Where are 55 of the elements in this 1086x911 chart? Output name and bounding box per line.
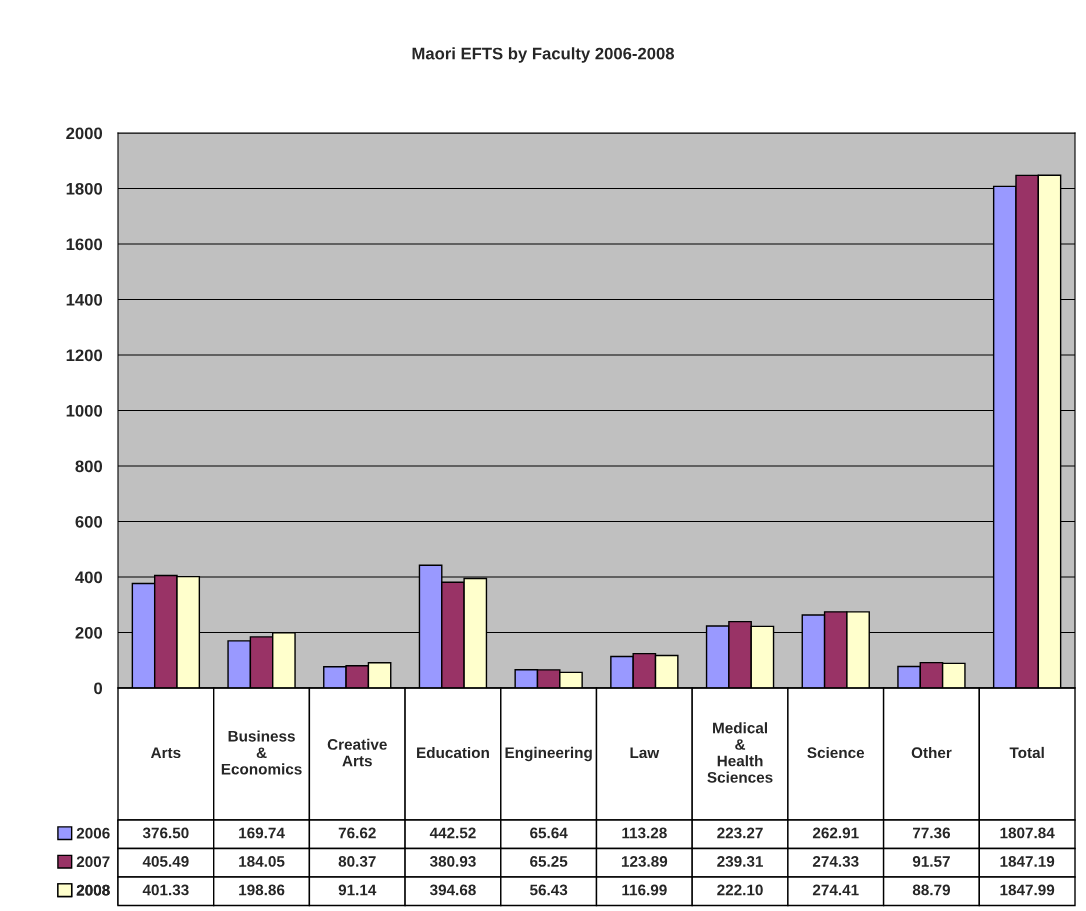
- data-label: 65.25: [530, 856, 568, 867]
- y-tick-label: 1600: [66, 238, 103, 251]
- x-tick-label: Business & Economics: [221, 730, 302, 775]
- x-tick-label: Law: [630, 747, 660, 759]
- x-tick-label: Total: [1009, 746, 1044, 759]
- data-label: 401.33: [142, 884, 189, 896]
- data-label: 113.28: [622, 827, 667, 839]
- y-tick-label: 0: [94, 682, 103, 695]
- data-label: 184.05: [239, 856, 285, 867]
- legend-label: 2006: [76, 827, 110, 839]
- data-label: 405.49: [142, 856, 189, 867]
- y-tick-label: 2000: [66, 127, 103, 140]
- y-tick-label: 1400: [66, 293, 103, 306]
- data-label: 88.79: [912, 884, 950, 896]
- x-tick-label: Science: [807, 746, 865, 759]
- data-label: 394.68: [429, 884, 476, 896]
- y-tick-label: 800: [75, 460, 103, 473]
- data-label: 65.64: [530, 827, 568, 839]
- legend-label: 2007: [76, 856, 110, 868]
- x-tick-label: Other: [911, 746, 952, 759]
- data-label: 198.86: [239, 884, 285, 896]
- x-tick-label: Education: [417, 746, 489, 759]
- data-label: 442.52: [429, 827, 476, 839]
- data-label: 376.50: [142, 827, 189, 839]
- data-label: 222.10: [717, 884, 763, 896]
- legend-label: 2008: [76, 884, 110, 896]
- y-tick-label: 1800: [66, 182, 103, 195]
- x-tick-label: Engineering: [505, 746, 592, 762]
- data-label: 1807.84: [1000, 827, 1055, 839]
- data-label: 123.89: [621, 856, 668, 867]
- data-label: 80.37: [338, 856, 376, 867]
- y-tick-label: 600: [75, 515, 103, 528]
- data-label: 116.99: [622, 884, 667, 896]
- data-label: 1847.99: [1000, 884, 1055, 896]
- y-tick-label: 400: [75, 571, 103, 584]
- data-label: 91.14: [338, 884, 377, 896]
- y-tick-label: 1200: [66, 349, 103, 362]
- data-label: 239.31: [717, 856, 763, 867]
- x-tick-label: Medical & Health Sciences: [707, 722, 773, 783]
- x-tick-label: Creative Arts: [327, 738, 387, 767]
- data-label: 223.27: [717, 827, 763, 839]
- data-label: 274.41: [812, 884, 859, 896]
- data-label: 91.57: [912, 856, 950, 867]
- data-label: 76.62: [338, 827, 376, 839]
- data-label: 1847.19: [1000, 856, 1055, 867]
- x-tick-label: Arts: [150, 747, 181, 759]
- y-tick-label: 1000: [66, 404, 103, 417]
- data-label: 56.43: [530, 884, 568, 896]
- chart-title: Maori EFTS by Faculty 2006-2008: [412, 47, 675, 63]
- data-label: 77.36: [912, 827, 951, 839]
- data-label: 262.91: [812, 827, 859, 839]
- data-label: 380.93: [429, 856, 476, 867]
- data-label: 169.74: [239, 827, 285, 839]
- y-tick-label: 200: [75, 626, 103, 639]
- data-label: 274.33: [812, 856, 859, 867]
